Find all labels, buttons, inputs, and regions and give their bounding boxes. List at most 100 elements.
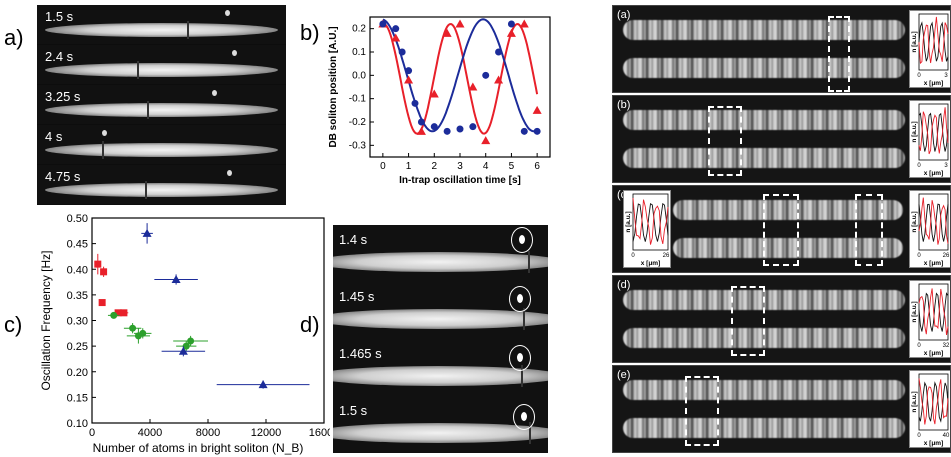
data-point [391,33,401,42]
dashed-selection-box [828,16,850,92]
inset-y-label: n [a.u.] [911,31,918,52]
inset-x-label: x [μm] [641,260,661,267]
bright-soliton-spot [519,235,525,244]
inset-tick-label: 0 [917,163,921,169]
highlight-circle [509,286,531,312]
data-point [258,380,268,389]
data-point [429,89,439,98]
data-point [182,342,190,350]
time-label: 1.45 s [339,288,375,304]
atom-band [673,238,903,258]
data-point [430,123,438,131]
time-label: 1.465 s [339,345,382,361]
inset-tick-label: 0 [917,253,921,259]
time-label: 4.75 s [45,169,81,184]
time-label: 2.4 s [45,49,74,64]
line-profile-inset: 0 26 x [μm] n [a.u.] [909,190,950,268]
panel-d-strip: 1.5 s [333,396,548,453]
right-panel: (a) 0 3 x [μm] n [a.u.] [612,5,951,93]
y-tick-label: 0.0 [352,70,366,81]
dashed-selection-box [855,194,883,266]
panel-a-strip: 4 s [37,125,286,164]
x-axis-label: Number of atoms in bright soliton (N_B) [93,441,304,455]
data-point [171,275,181,283]
dashed-selection-box [763,194,799,266]
data-point [411,99,419,107]
data-point [398,48,406,56]
data-point [94,260,102,268]
y-tick-label: 0.15 [67,392,88,404]
bright-soliton-spot [232,49,237,56]
data-point [379,20,387,28]
data-point [100,268,108,276]
panel-letter-label: (e) [617,369,631,381]
data-point [456,125,464,133]
atom-band [623,20,905,40]
panel-a-image: 1.5 s 2.4 s 3.25 s 4 s 4.75 s [37,5,286,205]
data-point [417,118,425,126]
dark-soliton-notch [147,101,149,119]
dashed-selection-box [685,376,719,446]
bright-soliton-spot [517,353,523,362]
condensate-cloud [333,423,548,444]
bright-soliton-spot [212,89,217,96]
profile-line [918,21,949,62]
bright-soliton-spot [521,412,527,421]
y-tick-label: 0.10 [67,418,88,430]
data-point [482,71,490,79]
line-profile-inset: 0 32 x [μm] n [a.u.] [909,280,950,358]
y-tick-label: 0.30 [67,316,88,328]
inset-x-label: x [μm] [924,440,944,447]
profile-line [918,203,949,242]
highlight-circle [511,227,533,253]
data-point [187,337,195,345]
time-label: 4 s [45,129,63,144]
condensate-cloud [45,103,278,117]
inset-y-label: n [a.u.] [911,121,918,142]
panel-d-strip: 1.465 s [333,339,548,396]
condensate-cloud [45,183,278,197]
line-profile-inset: 0 40 x [μm] n [a.u.] [909,370,950,448]
panel-c-label: c) [4,312,23,337]
data-point [114,309,122,317]
y-tick-label: 0.20 [67,367,88,379]
panel-d-label: d) [300,312,320,337]
dashed-selection-box [731,286,765,356]
data-point [507,20,515,28]
data-point [519,19,529,28]
y-tick-label: -0.2 [349,117,367,128]
data-point [178,346,188,355]
inset-x-label: x [μm] [924,80,944,87]
profile-line [918,378,949,425]
dark-soliton-notch [137,61,139,79]
inset-x-label: x [μm] [924,350,944,357]
inset-tick-label: 26 [943,253,950,259]
panel-letter-label: (d) [617,279,631,291]
y-tick-label: 0.40 [67,264,88,276]
y-tick-label: 0.45 [67,239,88,251]
inset-tick-label: 0 [917,433,921,439]
panel-d-strip: 1.4 s [333,225,548,282]
inset-y-label: n [a.u.] [911,211,918,232]
x-tick-label: 4000 [138,427,162,439]
inset-tick-label: 32 [943,343,950,349]
panel-letter-label: (a) [617,9,631,21]
y-tick-label: -0.1 [349,94,367,105]
x-tick-label: 4 [483,161,489,172]
inset-tick-label: 40 [943,433,950,439]
dark-soliton-notch [528,250,530,273]
data-point [139,329,147,337]
data-point [405,67,413,75]
profile-line [918,381,949,423]
inset-tick-label: 0 [917,343,921,349]
data-point [468,82,478,91]
data-point [443,127,451,135]
panel-b-chart: 0 1 2 3 4 5 6 0.2 0.1 0.0 -0.1 -0.2 -0.3 In-trap osci… [328,16,551,186]
inset-y-label: n [a.u.] [911,391,918,412]
inset-y-label: n [a.u.] [625,211,632,232]
data-point [532,105,542,114]
x-tick-label: 8000 [196,427,220,439]
